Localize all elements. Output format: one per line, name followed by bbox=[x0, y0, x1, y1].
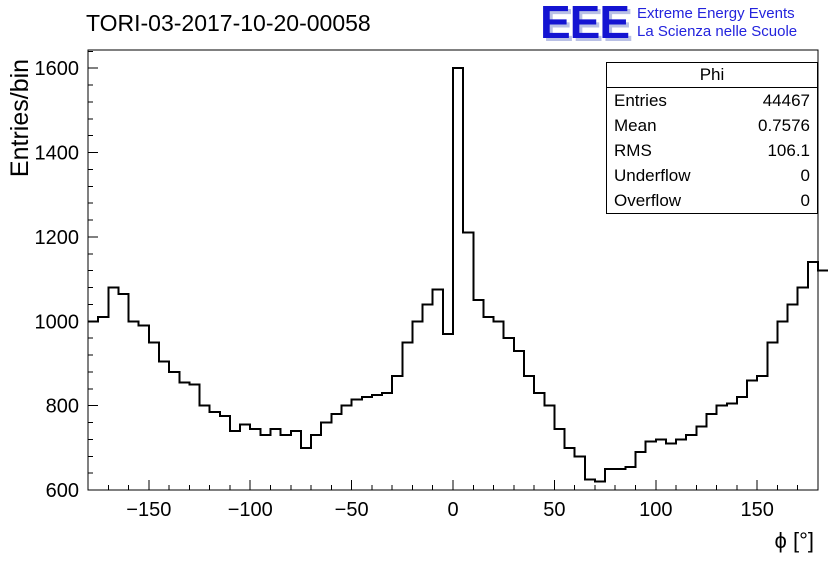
stats-label: Overflow bbox=[614, 191, 682, 210]
stats-title: Phi bbox=[607, 63, 817, 88]
x-tick-label: 100 bbox=[639, 499, 672, 521]
stats-label: Mean bbox=[614, 116, 657, 135]
eee-logo: EEE Extreme Energy Events La Scienza nel… bbox=[540, 0, 797, 48]
stats-value: 44467 bbox=[762, 91, 810, 110]
eee-logo-subtitle: Extreme Energy Events La Scienza nelle S… bbox=[637, 5, 797, 41]
stats-row-rms: RMS 106.1 bbox=[607, 138, 817, 163]
histogram-path bbox=[88, 67, 829, 483]
y-axis-title: Entries/bin bbox=[6, 59, 34, 177]
stats-box: Phi Entries 44467 Mean 0.7576 RMS 106.1 … bbox=[606, 62, 818, 214]
stats-label: RMS bbox=[614, 141, 652, 160]
x-tick-label: −150 bbox=[126, 499, 171, 521]
y-tick-label: 1600 bbox=[35, 58, 80, 80]
stats-row-overflow: Overflow 0 bbox=[607, 188, 817, 213]
x-tick-label: 150 bbox=[740, 499, 773, 521]
stats-value: 0.7576 bbox=[758, 116, 810, 135]
eee-logo-text: EEE bbox=[540, 0, 630, 48]
x-tick-label: 0 bbox=[447, 499, 458, 521]
x-tick-label: −50 bbox=[335, 499, 369, 521]
logo-line-1: Extreme Energy Events bbox=[637, 5, 795, 22]
stats-value: 0 bbox=[800, 166, 810, 185]
x-tick-label: 50 bbox=[543, 499, 565, 521]
y-tick-label: 600 bbox=[46, 480, 79, 502]
stats-row-underflow: Underflow 0 bbox=[607, 163, 817, 188]
y-tick-label: 1000 bbox=[35, 311, 80, 333]
y-tick-label: 800 bbox=[46, 396, 79, 418]
stats-label: Entries bbox=[614, 91, 667, 110]
logo-line-2: La Scienza nelle Scuole bbox=[637, 23, 798, 40]
stats-row-entries: Entries 44467 bbox=[607, 88, 817, 113]
stats-value: 106.1 bbox=[767, 141, 810, 160]
stats-value: 0 bbox=[800, 191, 810, 210]
stats-row-mean: Mean 0.7576 bbox=[607, 113, 817, 138]
stats-label: Underflow bbox=[614, 166, 691, 185]
x-axis-title: ϕ [°] bbox=[775, 528, 814, 553]
page-title: TORI-03-2017-10-20-00058 bbox=[86, 10, 371, 36]
x-tick-label: −100 bbox=[228, 499, 273, 521]
y-tick-label: 1200 bbox=[35, 227, 80, 249]
y-tick-label: 1400 bbox=[35, 143, 80, 165]
